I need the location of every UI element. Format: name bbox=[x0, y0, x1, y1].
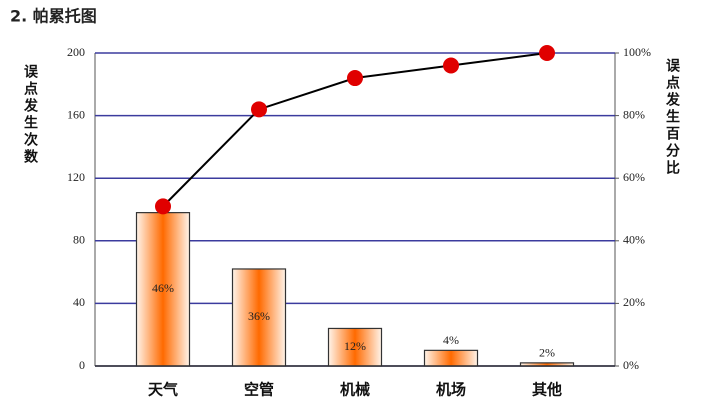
x-tick-label: 其他 bbox=[532, 381, 562, 399]
y2-tick-label: 0% bbox=[623, 358, 639, 372]
y-tick-label: 120 bbox=[67, 170, 85, 184]
y2-tick-label: 40% bbox=[623, 233, 645, 247]
y2-tick-label: 80% bbox=[623, 107, 645, 121]
bar bbox=[423, 349, 479, 367]
y2-tick-label: 20% bbox=[623, 295, 645, 309]
bar bbox=[231, 268, 287, 367]
y-tick-label: 160 bbox=[67, 107, 85, 121]
line-marker bbox=[347, 70, 363, 87]
bar bbox=[135, 212, 191, 367]
bar-label: 12% bbox=[344, 339, 366, 353]
bar-label: 4% bbox=[443, 333, 459, 347]
bar-label: 46% bbox=[152, 281, 174, 295]
x-tick-label: 机场 bbox=[436, 381, 466, 399]
x-tick-label: 空管 bbox=[244, 381, 274, 399]
bar bbox=[327, 327, 383, 367]
x-tick-label: 机械 bbox=[340, 381, 370, 399]
line-marker bbox=[539, 45, 555, 61]
y-tick-label: 200 bbox=[67, 45, 85, 59]
line-marker bbox=[251, 101, 267, 118]
y-tick-label: 0 bbox=[79, 358, 85, 372]
x-tick-label: 天气 bbox=[148, 381, 178, 399]
y-tick-label: 80 bbox=[73, 233, 85, 247]
chart-title: 2. 帕累托图 bbox=[10, 7, 97, 26]
bar-label: 36% bbox=[248, 309, 270, 323]
y2-axis-label: 误点发生百分比 bbox=[664, 58, 681, 177]
y-axis-label: 误点发生次数 bbox=[22, 64, 39, 166]
y2-tick-label: 60% bbox=[623, 170, 645, 184]
y-tick-label: 40 bbox=[73, 295, 85, 309]
y2-tick-label: 100% bbox=[623, 45, 651, 59]
line-marker bbox=[443, 57, 459, 74]
line-marker bbox=[155, 198, 171, 215]
bar-label: 2% bbox=[539, 346, 555, 360]
